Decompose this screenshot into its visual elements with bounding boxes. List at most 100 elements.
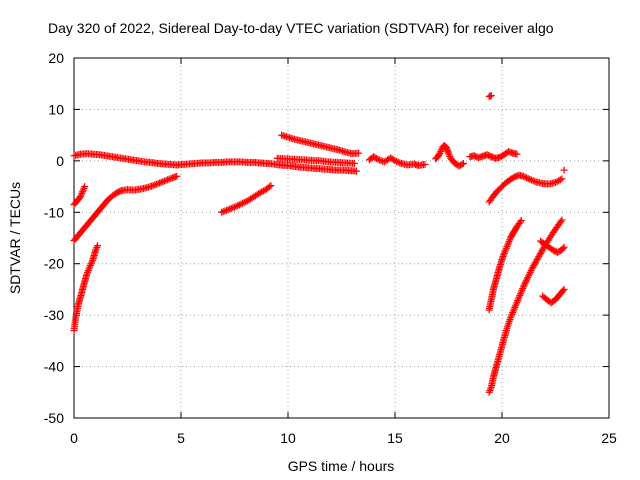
data-point xyxy=(557,218,565,226)
grid-lines xyxy=(74,58,609,418)
data-point xyxy=(459,159,467,167)
x-tick-label: 20 xyxy=(494,430,510,446)
data-point xyxy=(517,217,525,225)
data-point xyxy=(372,154,380,162)
data-point xyxy=(157,178,165,186)
data-point xyxy=(531,259,539,267)
data-point xyxy=(523,275,531,283)
data-point xyxy=(521,280,529,288)
data-point xyxy=(503,243,511,251)
data-point xyxy=(524,175,532,183)
data-point xyxy=(560,243,568,251)
data-point xyxy=(77,191,85,199)
data-point xyxy=(232,202,240,210)
data-point xyxy=(510,305,518,313)
x-tick-label: 15 xyxy=(387,430,403,446)
data-point xyxy=(239,199,247,207)
data-point xyxy=(556,176,564,184)
data-point xyxy=(501,248,509,256)
data-point xyxy=(78,189,86,197)
y-tick-label: -10 xyxy=(44,204,64,220)
data-point xyxy=(393,158,401,165)
data-point xyxy=(520,281,528,289)
data-point xyxy=(486,387,494,395)
x-tick-label: 25 xyxy=(601,430,617,446)
data-point xyxy=(156,179,164,187)
data-point xyxy=(390,156,398,164)
data-point xyxy=(350,159,358,167)
data-point xyxy=(535,253,543,261)
data-point xyxy=(93,243,101,251)
data-point xyxy=(519,285,527,293)
data-point xyxy=(445,151,453,159)
data-point xyxy=(160,177,168,185)
data-point xyxy=(502,244,510,252)
data-point xyxy=(436,149,444,157)
data-point xyxy=(485,388,493,396)
data-point xyxy=(507,314,515,322)
data-point xyxy=(86,263,94,271)
data-point xyxy=(81,183,89,191)
data-point xyxy=(219,208,227,216)
data-point xyxy=(509,307,517,315)
data-point xyxy=(511,303,519,311)
data-point xyxy=(537,249,545,257)
data-point xyxy=(533,256,541,264)
data-point xyxy=(530,262,538,270)
chart-title: Day 320 of 2022, Sidereal Day-to-day VTE… xyxy=(48,20,554,36)
y-tick-label: -30 xyxy=(44,307,64,323)
data-point xyxy=(237,200,245,208)
data-point xyxy=(529,263,537,271)
data-point xyxy=(505,319,513,327)
data-point xyxy=(154,180,162,188)
data-point xyxy=(536,251,544,259)
data-point xyxy=(528,265,536,273)
data-point xyxy=(559,245,567,253)
x-axis-label: GPS time / hours xyxy=(288,458,395,474)
data-point xyxy=(532,257,540,265)
data-point xyxy=(516,218,524,226)
data-point xyxy=(355,149,363,157)
data-point xyxy=(504,239,512,247)
data-point xyxy=(513,298,521,306)
data-point xyxy=(267,182,275,190)
data-point xyxy=(91,247,99,255)
data-point xyxy=(560,166,568,174)
data-point xyxy=(512,300,520,308)
data-point xyxy=(79,186,87,194)
data-point xyxy=(240,199,248,207)
data-point xyxy=(558,175,566,183)
data-point xyxy=(437,147,445,155)
data-point xyxy=(151,181,159,189)
data-point xyxy=(352,167,360,175)
data-point xyxy=(218,208,226,216)
data-point xyxy=(518,286,526,294)
data-point xyxy=(522,277,530,285)
y-tick-label: 20 xyxy=(48,50,64,66)
data-point xyxy=(508,310,516,318)
data-point xyxy=(394,158,402,166)
data-point xyxy=(506,236,514,244)
data-point xyxy=(502,246,510,254)
data-point xyxy=(391,157,399,165)
data-point xyxy=(85,265,93,273)
y-tick-label: 10 xyxy=(48,101,64,117)
y-axis-label: SDTVAR / TECUs xyxy=(7,182,23,294)
data-point xyxy=(86,261,94,269)
data-point xyxy=(531,260,539,268)
data-point xyxy=(507,312,515,320)
data-point xyxy=(94,242,102,250)
x-tick-label: 5 xyxy=(177,430,185,446)
data-point xyxy=(517,290,525,298)
data-point xyxy=(83,270,91,278)
data-point xyxy=(505,237,513,245)
data-point xyxy=(504,321,512,329)
data-point xyxy=(445,149,452,157)
data-point xyxy=(512,302,520,310)
data-point xyxy=(164,176,172,184)
data-point xyxy=(531,177,539,185)
data-point xyxy=(509,309,517,317)
data-point xyxy=(523,174,531,182)
data-point xyxy=(519,283,527,291)
